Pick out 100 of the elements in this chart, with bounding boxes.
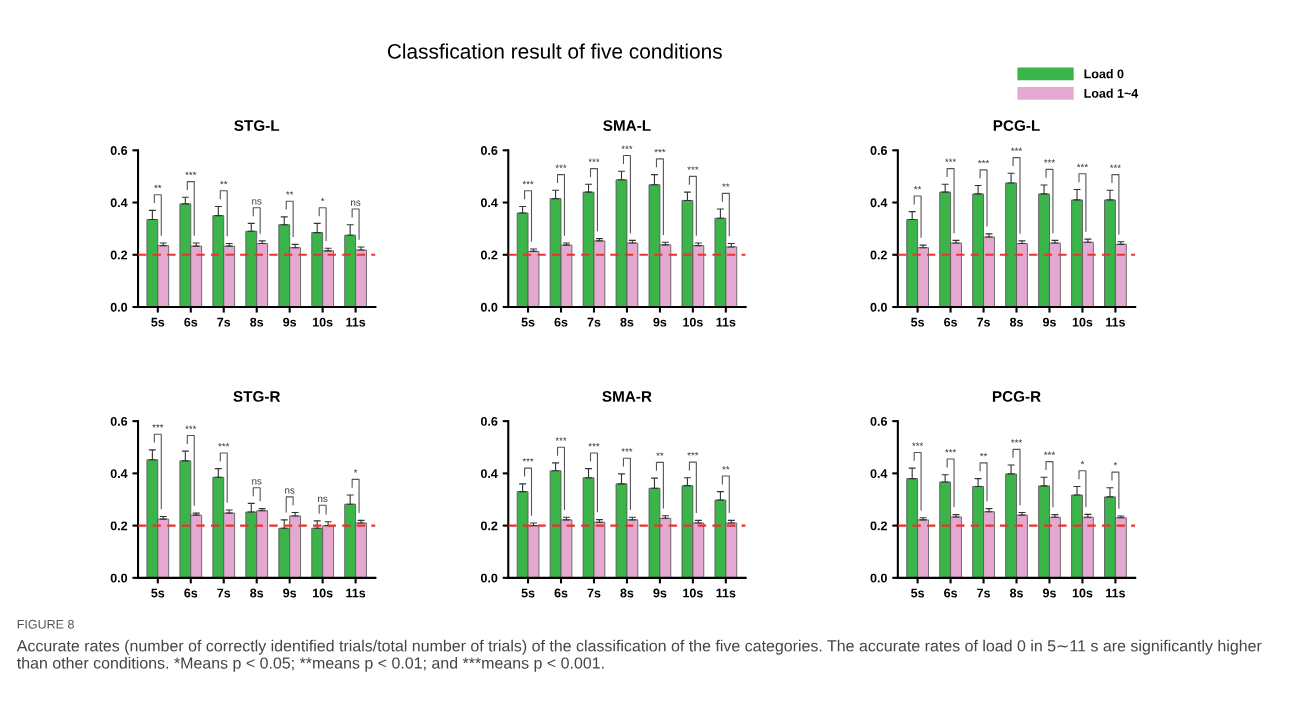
annotation: ** — [979, 452, 988, 457]
y-tick-label: 0.6 — [480, 416, 498, 426]
x-tick-label: 6s — [184, 588, 198, 598]
y-tick-label: 0.6 — [480, 146, 498, 155]
annotation: *** — [945, 449, 957, 453]
y-tick-label: 0.6 — [870, 416, 887, 426]
annotation: *** — [1011, 147, 1023, 152]
y-tick-label: 0.0 — [110, 302, 128, 312]
y-tick-label: 0.2 — [870, 521, 887, 531]
annotation: *** — [555, 164, 567, 168]
annotation: *** — [185, 425, 197, 429]
y-tick-label: 0.6 — [110, 146, 128, 155]
annotation: *** — [687, 452, 699, 456]
x-tick-label: 10s — [1072, 588, 1093, 598]
x-tick-label: 9s — [283, 317, 297, 327]
x-tick-label: 11s — [1106, 588, 1125, 598]
annotation: * — [320, 197, 325, 202]
x-tick-label: 7s — [587, 588, 601, 598]
y-tick-label: 0.2 — [870, 250, 887, 260]
x-tick-label: 9s — [1042, 317, 1056, 327]
y-tick-label: 0.4 — [870, 469, 888, 479]
x-tick-label: 10s — [683, 588, 703, 598]
chart-title: STG-R — [233, 391, 281, 402]
chart-title: STG-L — [234, 120, 280, 132]
annotation: *** — [152, 424, 164, 428]
y-tick-label: 0.0 — [870, 573, 887, 583]
text: *** — [621, 145, 633, 149]
y-tick-label: 0.6 — [110, 416, 128, 426]
x-tick-label: 5s — [911, 588, 925, 598]
chart-title: SMA-R — [602, 391, 652, 402]
y-tick-label: 0.6 — [870, 146, 887, 155]
y-tick-label: 0.0 — [480, 573, 498, 583]
annotation: *** — [978, 159, 990, 164]
annotation: ns — [252, 199, 262, 205]
x-tick-label: 6s — [554, 588, 568, 598]
x-tick-label: 11s — [346, 588, 366, 598]
text: Classfication result of five conditions — [387, 43, 722, 59]
annotation: ** — [722, 183, 730, 187]
annotation: *** — [588, 442, 600, 447]
annotation: *** — [1043, 159, 1056, 163]
annotation: *** — [1011, 439, 1023, 443]
annotation: *** — [654, 148, 666, 153]
annotation: ns — [252, 479, 262, 485]
annotation: *** — [621, 448, 633, 452]
x-tick-label: 9s — [653, 588, 667, 598]
x-tick-label: 6s — [554, 317, 568, 327]
annotation: ** — [154, 184, 162, 189]
annotation: ** — [722, 465, 730, 470]
x-tick-label: 10s — [683, 317, 703, 327]
annotation: *** — [1109, 164, 1121, 168]
annotation: *** — [687, 166, 699, 170]
x-tick-label: 11s — [346, 317, 366, 327]
annotation: *** — [912, 442, 924, 446]
annotation: *** — [218, 442, 230, 447]
x-tick-label: 5s — [521, 588, 535, 598]
x-tick-label: 11s — [1106, 317, 1125, 327]
annotation: ns — [351, 200, 361, 206]
x-tick-label: 9s — [283, 588, 297, 598]
x-tick-label: 7s — [977, 317, 990, 327]
y-tick-label: 0.2 — [480, 521, 498, 531]
chart-title: PCG-R — [992, 391, 1041, 402]
y-tick-label: 0.0 — [480, 302, 498, 312]
text: Accurate rates (number of correctly identified trials/total number of trials) of the classification of the five categories. The accurate rates of load 0 in 5∼11 s are significantly higher than other conditions. *Means p < 0.05; **means p < 0.01; and ***means p < 0.001. — [16, 639, 1262, 672]
x-tick-label: 6s — [184, 317, 198, 327]
annotation: * — [1080, 460, 1085, 465]
x-tick-label: 5s — [151, 317, 165, 327]
x-tick-label: 10s — [313, 588, 333, 598]
annotation: *** — [522, 180, 534, 185]
x-tick-label: 11s — [716, 317, 736, 327]
legend-label: Load 1~4 — [1084, 88, 1139, 98]
x-tick-label: 6s — [944, 317, 958, 327]
x-tick-label: 8s — [250, 317, 264, 327]
x-tick-label: 11s — [716, 588, 736, 598]
y-tick-label: 0.4 — [870, 198, 888, 208]
x-tick-label: 6s — [944, 588, 958, 598]
chart-title: PCG-L — [993, 120, 1040, 132]
x-tick-label: 7s — [587, 317, 601, 327]
annotation: *** — [588, 158, 600, 162]
y-tick-label: 0.2 — [110, 521, 128, 531]
x-tick-label: 8s — [620, 317, 634, 327]
x-tick-label: 8s — [620, 588, 634, 598]
x-tick-label: 10s — [313, 317, 333, 327]
annotation: *** — [522, 458, 534, 462]
y-tick-label: 0.0 — [870, 302, 887, 312]
x-tick-label: 5s — [151, 588, 165, 598]
chart-title: SMA-L — [603, 120, 651, 132]
y-tick-label: 0.0 — [110, 573, 128, 583]
y-tick-label: 0.4 — [110, 469, 128, 479]
y-tick-label: 0.4 — [480, 469, 498, 479]
annotation: ** — [913, 186, 922, 190]
annotation: ** — [220, 180, 228, 185]
annotation: * — [1113, 462, 1118, 466]
x-tick-label: 5s — [521, 317, 535, 327]
annotation: *** — [555, 437, 567, 441]
x-tick-label: 8s — [250, 588, 264, 598]
annotation: *** — [185, 171, 197, 176]
annotation: ns — [318, 496, 328, 503]
legend-label: Load 0 — [1084, 69, 1124, 79]
y-tick-label: 0.2 — [480, 250, 498, 260]
y-tick-label: 0.4 — [110, 198, 128, 208]
